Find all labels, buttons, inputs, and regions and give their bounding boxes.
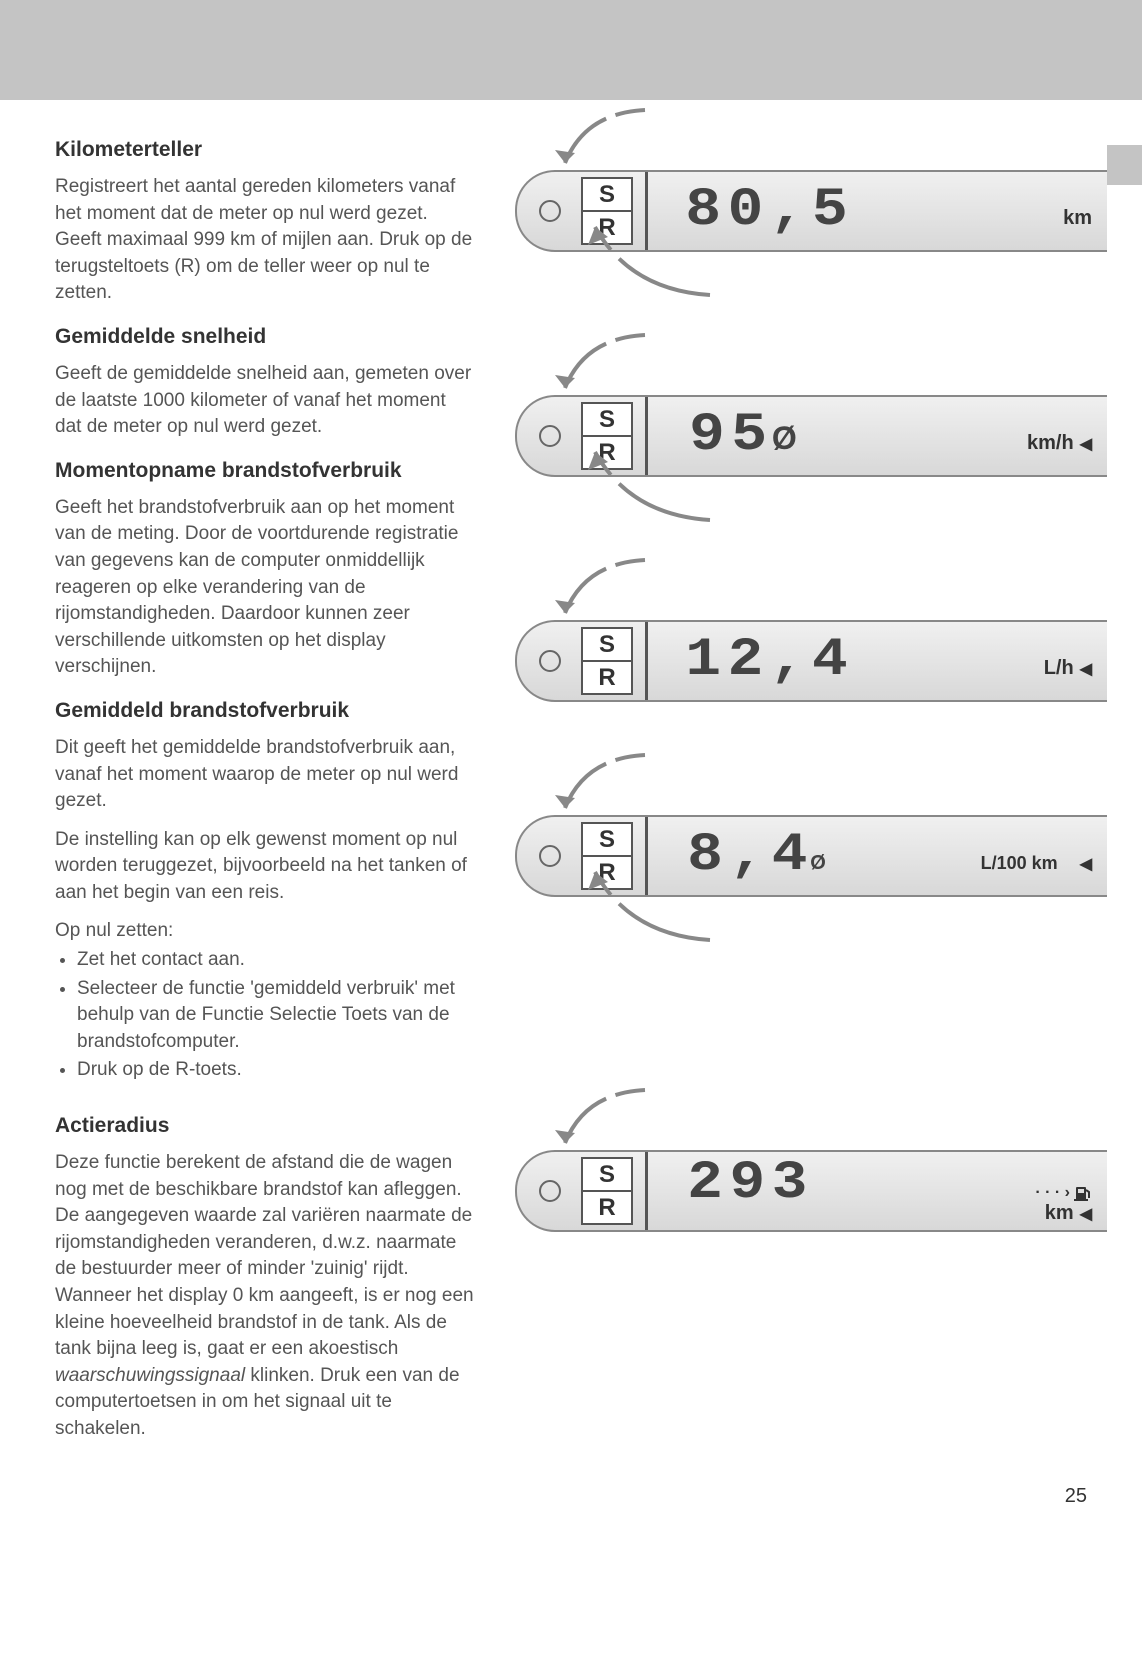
r-button[interactable]: R bbox=[583, 1192, 631, 1223]
text-column: Kilometerteller Registreert het aantal g… bbox=[55, 120, 475, 1455]
unit-label: km bbox=[1063, 207, 1092, 230]
s-button[interactable]: S bbox=[583, 824, 631, 857]
section-title: Momentopname brandstofverbruik bbox=[55, 459, 475, 483]
list-header: Op nul zetten: bbox=[55, 918, 475, 945]
s-button[interactable]: S bbox=[583, 404, 631, 437]
page-content: Kilometerteller Registreert het aantal g… bbox=[0, 100, 1142, 1475]
indicator-dot bbox=[539, 200, 561, 222]
unit-label: km/h ◀ bbox=[1027, 432, 1092, 455]
arrow-curve-icon bbox=[570, 215, 730, 310]
list-item: Selecteer de functie 'gemiddeld verbruik… bbox=[77, 976, 475, 1056]
sr-buttons: S R bbox=[581, 627, 633, 695]
gauge-block: S R 8,4 Ø L/100 km ◀ bbox=[515, 765, 1087, 960]
unit-label: · · · › km ◀ bbox=[1035, 1184, 1092, 1225]
header-bar bbox=[0, 0, 1142, 100]
arrow-curve-icon bbox=[545, 750, 665, 820]
unit-text: km bbox=[1063, 207, 1092, 230]
section-title: Gemiddeld brandstofverbruik bbox=[55, 699, 475, 723]
list-item: Druk op de R-toets. bbox=[77, 1057, 475, 1084]
lcd-value: 293 bbox=[687, 1157, 814, 1211]
gauge-column: S R 80,5 km bbox=[495, 120, 1087, 1455]
indicator-dot bbox=[539, 1180, 561, 1202]
arrow-curve-icon bbox=[545, 330, 665, 400]
unit-label: L/h ◀ bbox=[1044, 657, 1092, 680]
gauge-display: S R 293 · · · › bbox=[515, 1150, 1107, 1232]
section-title: Kilometerteller bbox=[55, 138, 475, 162]
arrow-curve-icon bbox=[545, 1085, 665, 1155]
triangle-icon: ◀ bbox=[1080, 1204, 1092, 1224]
section-title: Actieradius bbox=[55, 1114, 475, 1138]
unit-text: L/h bbox=[1044, 657, 1074, 680]
gauge-block: S R 12,4 L/h ◀ bbox=[515, 570, 1087, 735]
paragraph: Deze functie berekent de afstand die de … bbox=[55, 1150, 475, 1443]
paragraph: Geeft het brandstofverbruik aan op het m… bbox=[55, 495, 475, 681]
arrow-curve-icon bbox=[545, 555, 665, 625]
paragraph: Registreert het aantal gereden kilometer… bbox=[55, 174, 475, 307]
arrow-curve-icon bbox=[545, 105, 665, 175]
section-title: Gemiddelde snelheid bbox=[55, 325, 475, 349]
avg-symbol: Ø bbox=[772, 420, 797, 457]
paragraph: De instelling kan op elk gewenst moment … bbox=[55, 827, 475, 907]
unit-row: km ◀ bbox=[1045, 1202, 1092, 1225]
indicator-dot bbox=[539, 425, 561, 447]
triangle-icon: ◀ bbox=[1080, 854, 1092, 874]
paragraph: Geeft de gemiddelde snelheid aan, gemete… bbox=[55, 361, 475, 441]
side-tab bbox=[1107, 145, 1142, 185]
gauge-block: S R 80,5 km bbox=[515, 120, 1087, 315]
lcd-value: 12,4 bbox=[685, 634, 854, 688]
indicator-dot bbox=[539, 650, 561, 672]
gauge-display: S R 12,4 L/h ◀ bbox=[515, 620, 1107, 702]
dots-icon: · · · › bbox=[1035, 1184, 1070, 1202]
fuel-row: · · · › bbox=[1035, 1184, 1092, 1202]
gauge-block: S R 95 Ø km/h ◀ bbox=[515, 345, 1087, 540]
arrow-curve-icon bbox=[570, 440, 730, 535]
lcd-area: 12,4 L/h ◀ bbox=[648, 634, 1107, 688]
unit-label: L/100 km ◀ bbox=[981, 853, 1092, 874]
spacer bbox=[515, 990, 1087, 1100]
s-button[interactable]: S bbox=[583, 629, 631, 662]
unit-text: km/h bbox=[1027, 432, 1074, 455]
page-number: 25 bbox=[0, 1475, 1142, 1528]
unit-text: L/100 km bbox=[981, 853, 1058, 874]
unit-text: km bbox=[1045, 1202, 1074, 1225]
indicator-dot bbox=[539, 845, 561, 867]
gauge-block: S R 293 · · · › bbox=[515, 1100, 1087, 1265]
lcd-area: 293 · · · › km bbox=[648, 1157, 1107, 1225]
fuel-pump-icon bbox=[1074, 1184, 1092, 1202]
triangle-icon: ◀ bbox=[1080, 659, 1092, 679]
triangle-icon: ◀ bbox=[1080, 434, 1092, 454]
arrow-curve-icon bbox=[570, 860, 730, 955]
paragraph: Dit geeft het gemiddelde brandstofverbru… bbox=[55, 735, 475, 815]
s-button[interactable]: S bbox=[583, 179, 631, 212]
list-item: Zet het contact aan. bbox=[77, 947, 475, 974]
r-button[interactable]: R bbox=[583, 662, 631, 693]
s-button[interactable]: S bbox=[583, 1159, 631, 1192]
sr-buttons: S R bbox=[581, 1157, 633, 1225]
reset-list: Zet het contact aan. Selecteer de functi… bbox=[55, 947, 475, 1084]
